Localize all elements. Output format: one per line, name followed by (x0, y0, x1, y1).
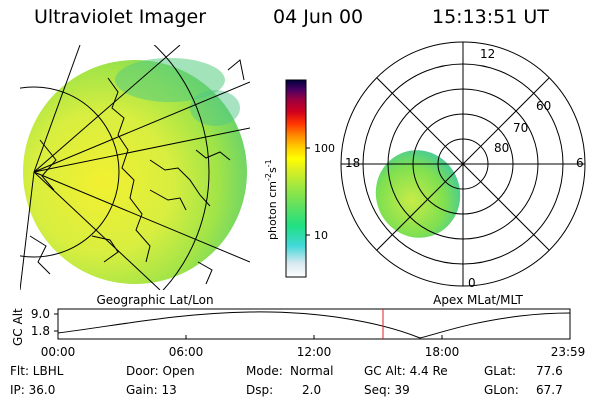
altitude-curve (57, 311, 571, 339)
x-tick-0600: 06:00 (169, 345, 204, 359)
x-tick-1200: 12:00 (297, 345, 332, 359)
x-tick-0000: 00:00 (41, 345, 76, 359)
geographic-grid (20, 45, 250, 290)
glon-label: GLon: (484, 383, 519, 397)
polar-caption: Apex MLat/MLT (433, 293, 523, 307)
date-label: 04 Jun 00 (273, 6, 364, 28)
geo-caption: Geographic Lat/Lon (96, 293, 213, 307)
mlt-6-label: 6 (576, 156, 584, 170)
y-tick-1-8: 1.8 (31, 324, 50, 338)
dsp-value: 2.0 (302, 383, 322, 397)
colorbar-unit-label: photon cm-2s-1 (264, 159, 279, 240)
mlt-18-label: 18 (345, 156, 360, 170)
glon-value: 67.7 (536, 383, 563, 397)
colorbar-scale (285, 79, 307, 278)
gc-alt-info: GC Alt: 4.4 Re (364, 364, 448, 378)
instrument-title: Ultraviolet Imager (34, 6, 207, 28)
glat-value: 77.6 (536, 364, 563, 378)
uv-image-disk (23, 60, 247, 284)
y-tick-9: 9.0 (31, 307, 50, 321)
gain-info: Gain: 13 (126, 383, 177, 397)
dsp-label: Dsp: (246, 383, 274, 397)
polar-grid (340, 41, 586, 287)
door-info: Door: Open (126, 364, 195, 378)
mode-value: Normal (290, 364, 334, 378)
mode-label: Mode: (246, 364, 283, 378)
mlt-0-label: 0 (468, 276, 476, 290)
altitude-ylabel: GC Alt (11, 308, 25, 346)
lat-70-label: 70 (513, 121, 528, 135)
mlt-12-label: 12 (480, 47, 495, 61)
seq-info: Seq: 39 (364, 383, 410, 397)
filter-info: Flt: LBHL (10, 364, 64, 378)
colorbar-tick-10: 10 (314, 229, 328, 242)
ip-info: IP: 36.0 (10, 383, 56, 397)
lat-80-label: 80 (494, 141, 509, 155)
time-label: 15:13:51 UT (432, 6, 549, 28)
coastline (107, 77, 151, 263)
lat-60-label: 60 (536, 99, 551, 113)
x-tick-1800: 18:00 (425, 345, 460, 359)
colorbar-tick-100: 100 (314, 142, 335, 155)
glat-label: GLat: (484, 364, 517, 378)
x-tick-2359: 23:59 (551, 345, 586, 359)
